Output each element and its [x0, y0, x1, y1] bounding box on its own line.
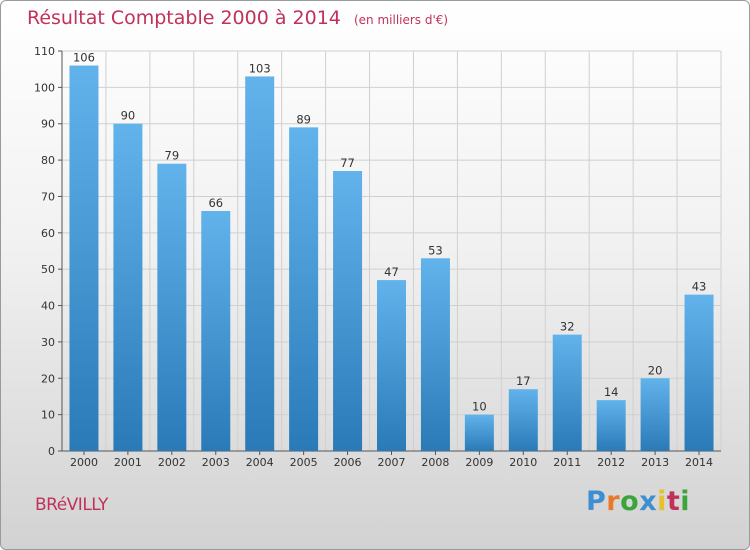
- y-tick-label: 40: [41, 300, 55, 313]
- value-label: 32: [560, 320, 575, 334]
- brand-letter: i: [657, 486, 667, 517]
- y-tick-label: 0: [48, 445, 55, 458]
- bar: [508, 389, 538, 451]
- bar: [377, 280, 406, 451]
- value-label: 43: [692, 280, 707, 294]
- x-tick-label: 2007: [378, 456, 406, 469]
- chart-title-text: Résultat Comptable 2000 à 2014: [27, 7, 341, 29]
- x-tick-label: 2004: [246, 456, 274, 469]
- chart-title: Résultat Comptable 2000 à 2014 (en milli…: [27, 7, 448, 29]
- x-tick-label: 2013: [641, 456, 669, 469]
- value-label: 89: [296, 112, 311, 126]
- x-tick-label: 2001: [114, 456, 142, 469]
- value-label: 79: [165, 149, 180, 163]
- value-label: 47: [384, 265, 399, 279]
- value-label: 10: [472, 400, 487, 414]
- x-tick-label: 2006: [334, 456, 362, 469]
- value-label: 53: [428, 243, 443, 257]
- x-tick-label: 2008: [421, 456, 449, 469]
- bar: [201, 211, 231, 451]
- city-name: BRéVILLY: [35, 495, 108, 515]
- brand-letter: P: [586, 486, 607, 517]
- value-label: 17: [516, 374, 531, 388]
- x-tick-label: 2009: [465, 456, 493, 469]
- y-tick-label: 70: [41, 190, 55, 203]
- x-tick-label: 2000: [70, 456, 98, 469]
- chart-unit: (en milliers d'€): [353, 13, 449, 27]
- bar: [69, 65, 99, 451]
- bar: [596, 400, 626, 451]
- bar: [333, 171, 363, 451]
- y-tick-label: 60: [41, 227, 55, 240]
- value-label: 66: [208, 196, 223, 210]
- x-tick-label: 2010: [509, 456, 537, 469]
- bar: [289, 127, 319, 451]
- x-tick-label: 2002: [158, 456, 186, 469]
- grid-lines: [61, 50, 722, 451]
- bar: [113, 123, 143, 452]
- value-label: 14: [604, 385, 619, 399]
- x-tick-label: 2012: [597, 456, 625, 469]
- bar: [552, 334, 582, 451]
- brand-letter: i: [680, 486, 691, 517]
- y-tick-label: 20: [41, 372, 55, 385]
- y-tick-label: 100: [34, 81, 55, 94]
- bar: [684, 294, 714, 451]
- bars: [69, 65, 714, 452]
- value-label: 77: [340, 156, 355, 170]
- brand-letter: r: [606, 486, 621, 517]
- x-tick-label: 2003: [202, 456, 230, 469]
- x-tick-label: 2005: [290, 456, 318, 469]
- bar: [420, 258, 450, 451]
- proxiti-logo: Proxiti: [586, 486, 690, 517]
- bar: [464, 414, 494, 451]
- y-tick-label: 110: [34, 45, 55, 58]
- brand-letter: t: [666, 486, 681, 517]
- value-label: 103: [249, 61, 271, 75]
- brand-letter: x: [639, 486, 658, 517]
- value-label: 20: [648, 363, 663, 377]
- y-tick-label: 80: [41, 154, 55, 167]
- y-tick-label: 50: [41, 263, 55, 276]
- bar: [245, 76, 275, 452]
- y-tick-label: 90: [41, 118, 55, 131]
- brand-letter: o: [620, 486, 640, 517]
- value-label: 106: [73, 51, 95, 65]
- y-tick-label: 10: [41, 409, 55, 422]
- y-tick-label: 30: [41, 336, 55, 349]
- value-label: 90: [121, 109, 136, 123]
- labels: 0 10 20 30 40 50 60 70 80 90 100 110 106 2000 90 2001 79…: [34, 45, 713, 469]
- x-tick-label: 2011: [553, 456, 581, 469]
- x-tick-label: 2014: [685, 456, 713, 469]
- bar: [157, 163, 187, 451]
- bar: [640, 378, 670, 451]
